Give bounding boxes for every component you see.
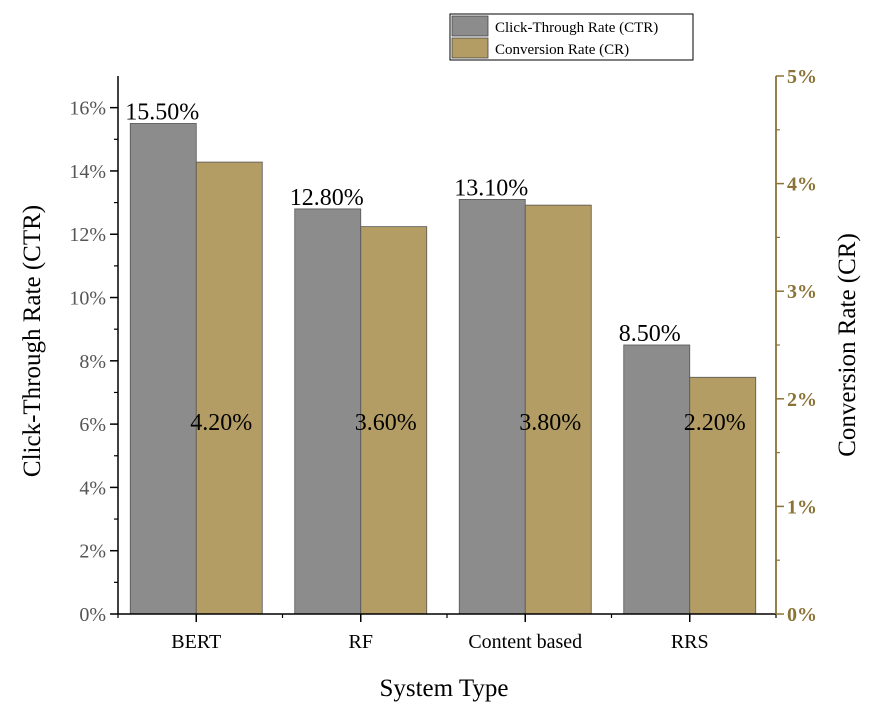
bar-ctr-3 xyxy=(623,344,691,615)
right-y-tick-label-5: 5% xyxy=(787,66,817,88)
legend-label-ctr: Click-Through Rate (CTR) xyxy=(495,20,658,36)
right-y-tick-label-4: 4% xyxy=(787,174,817,196)
bar-cr-1 xyxy=(360,226,428,615)
data-labels-layer: 15.50% 4.20% 12.80% 3.60% 13.10% 3.80% 8.50% 2.… xyxy=(125,99,746,436)
data-label-ctr-3: 8.50% xyxy=(619,321,681,347)
right-y-tick-label-2: 2% xyxy=(787,389,817,411)
left-y-tick-label-6: 12% xyxy=(69,224,106,246)
right-y-tick-label-1: 1% xyxy=(787,496,817,518)
data-label-ctr-2: 13.10% xyxy=(454,175,528,201)
bar-ctr-1 xyxy=(294,208,362,615)
bar-cr-3 xyxy=(689,376,757,615)
bar-cr-2 xyxy=(524,204,592,615)
left-y-tick-label-4: 8% xyxy=(79,351,106,373)
left-y-axis-title: Click-Through Rate (CTR) xyxy=(19,205,46,477)
right-y-tick-label-0: 0% xyxy=(787,604,817,626)
x-axis-title: System Type xyxy=(379,675,508,702)
left-y-tick-label-3: 6% xyxy=(79,414,106,436)
x-tick-label-2: Content based xyxy=(468,631,582,653)
right-y-tick-label-3: 3% xyxy=(787,281,817,303)
bar-cr-0 xyxy=(195,161,263,615)
data-label-cr-1: 3.60% xyxy=(355,410,417,436)
data-label-ctr-1: 12.80% xyxy=(290,185,364,211)
left-y-tick-label-5: 10% xyxy=(69,288,106,310)
legend: Click-Through Rate (CTR) Conversion Rate… xyxy=(449,13,694,61)
legend-frame xyxy=(449,13,694,61)
axes-layer: BERT RF Content based RRS 0% 2% 4% 6% 8% 10% 12% 14… xyxy=(69,66,817,653)
left-y-tick-label-0: 0% xyxy=(79,604,106,626)
bar-ctr-0 xyxy=(129,123,197,615)
bars-layer xyxy=(129,123,757,615)
data-label-cr-3: 2.20% xyxy=(684,410,746,436)
x-tick-label-3: RRS xyxy=(671,631,709,653)
legend-swatch-cr xyxy=(451,37,489,59)
right-y-axis-title: Conversion Rate (CR) xyxy=(834,233,861,457)
left-y-tick-label-2: 4% xyxy=(79,477,106,499)
bar-ctr-2 xyxy=(458,199,526,615)
x-tick-label-1: RF xyxy=(349,631,373,653)
left-y-tick-label-7: 14% xyxy=(69,161,106,183)
data-label-cr-0: 4.20% xyxy=(190,410,252,436)
data-label-cr-2: 3.80% xyxy=(519,410,581,436)
left-y-tick-label-1: 2% xyxy=(79,541,106,563)
legend-label-cr: Conversion Rate (CR) xyxy=(495,42,629,58)
left-y-tick-label-8: 16% xyxy=(69,98,106,120)
data-label-ctr-0: 15.50% xyxy=(125,99,199,125)
legend-swatch-ctr xyxy=(451,15,489,37)
x-tick-label-0: BERT xyxy=(171,631,221,653)
